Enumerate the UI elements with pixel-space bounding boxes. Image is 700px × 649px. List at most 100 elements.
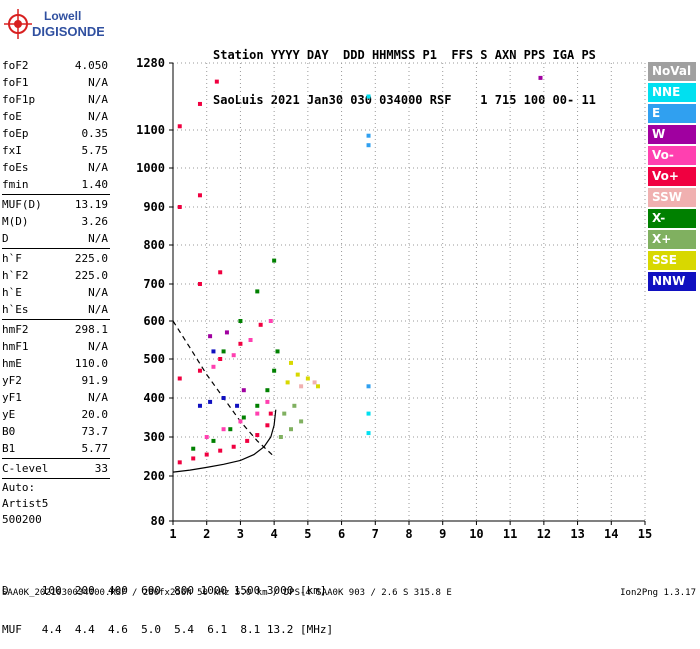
autoscaling-info: 500200 xyxy=(2,513,42,526)
y-tick-label: 1000 xyxy=(136,161,165,175)
echo-point xyxy=(268,319,273,323)
echo-point xyxy=(248,338,253,342)
echo-point xyxy=(177,205,182,209)
echo-point xyxy=(241,388,246,393)
y-tick-label: 1100 xyxy=(136,123,165,137)
electron-density-profile-line xyxy=(172,409,277,473)
echo-point xyxy=(177,124,182,129)
param-row: foEp 0.35 xyxy=(2,125,110,142)
echo-point xyxy=(312,380,317,385)
param-value: N/A xyxy=(88,110,108,123)
y-tick-label: 1280 xyxy=(136,56,165,70)
echo-point xyxy=(255,433,260,438)
param-name: h`E xyxy=(2,286,22,299)
param-name: hmE xyxy=(2,357,22,370)
echo-point xyxy=(218,357,223,361)
echo-point xyxy=(292,403,297,408)
echo-point xyxy=(177,460,182,465)
lowell-digisonde-logo: Lowell DIGISONDE xyxy=(4,9,104,39)
param-row: foEs N/A xyxy=(2,159,110,176)
x-tick-label: 8 xyxy=(405,527,412,541)
y-tick-label: 200 xyxy=(143,469,165,483)
echo-point xyxy=(245,438,250,443)
echo-point xyxy=(191,446,196,451)
echo-point xyxy=(197,368,202,373)
echo-point xyxy=(268,411,273,416)
param-value: 73.7 xyxy=(81,425,109,438)
echo-point xyxy=(221,427,226,432)
echo-point xyxy=(315,384,320,389)
echo-point xyxy=(289,427,293,432)
distance-row: D 100 200 400 600 800 1000 1500 3000 [km… xyxy=(2,584,327,597)
legend-item: X- xyxy=(648,209,696,228)
echo-point xyxy=(299,419,304,424)
param-row: fxI 5.75 xyxy=(2,142,110,159)
param-value: 3.26 xyxy=(81,215,109,228)
param-name: hmF2 xyxy=(2,323,29,336)
param-row: B0 73.7 xyxy=(2,423,110,440)
param-name: C-level xyxy=(2,462,49,475)
param-name: yF2 xyxy=(2,374,22,387)
echo-point xyxy=(278,435,283,439)
param-name: fmin xyxy=(2,178,29,191)
param-name: foF1p xyxy=(2,93,36,106)
legend-item: Vo+ xyxy=(648,167,696,186)
echo-point xyxy=(238,341,243,346)
echo-point xyxy=(197,403,202,408)
param-row: h`E N/A xyxy=(2,284,110,301)
param-name: fxI xyxy=(2,144,22,157)
x-tick-label: 15 xyxy=(638,527,652,541)
param-separator xyxy=(2,319,110,320)
echo-point xyxy=(221,396,226,400)
version-label: Ion2Png 1.3.17 xyxy=(620,588,696,598)
echo-point xyxy=(208,334,213,339)
echo-point xyxy=(204,452,209,457)
param-row: h`F 225.0 xyxy=(2,250,110,267)
param-value: N/A xyxy=(88,303,108,316)
echo-point xyxy=(272,368,277,373)
echo-point xyxy=(224,330,229,335)
echo-point xyxy=(295,372,300,377)
echo-point xyxy=(275,349,280,354)
param-row: C-level 33 xyxy=(2,460,110,477)
param-value: N/A xyxy=(88,340,108,353)
legend-item: X+ xyxy=(648,230,696,249)
param-row: hmF2 298.1 xyxy=(2,321,110,338)
legend-item: E xyxy=(648,104,696,123)
param-row: h`Es N/A xyxy=(2,301,110,318)
legend-item: SSE xyxy=(648,251,696,270)
param-name: h`Es xyxy=(2,303,29,316)
param-row: D N/A xyxy=(2,230,110,247)
legend-item: NNE xyxy=(648,83,696,102)
param-value: 225.0 xyxy=(74,252,108,265)
param-row: foE N/A xyxy=(2,108,110,125)
echo-point xyxy=(235,403,240,408)
param-separator xyxy=(2,248,110,249)
param-value: N/A xyxy=(88,161,108,174)
muf-table: D 100 200 400 600 800 1000 1500 3000 [km… xyxy=(2,558,333,649)
param-value: N/A xyxy=(88,232,108,245)
echo-point xyxy=(211,438,216,443)
logo-line2: DIGISONDE xyxy=(32,24,104,39)
param-row: h`F2 225.0 xyxy=(2,267,110,284)
echo-point xyxy=(366,411,371,416)
x-tick-label: 2 xyxy=(203,527,210,541)
param-value: 13.19 xyxy=(74,198,108,211)
param-name: h`F xyxy=(2,252,22,265)
echo-point xyxy=(366,431,371,436)
y-tick-label: 400 xyxy=(143,391,165,405)
param-row: foF2 4.050 xyxy=(2,57,110,74)
param-name: M(D) xyxy=(2,215,29,228)
y-tick-label: 800 xyxy=(143,238,165,252)
y-tick-label: 600 xyxy=(143,314,165,328)
file-info-footer: SAA0K_2021030034000.RSF / 280fx256h 50 k… xyxy=(2,588,452,598)
legend-item: NoVal xyxy=(648,62,696,81)
echo-point xyxy=(218,448,223,453)
param-value: 110.0 xyxy=(74,357,108,370)
x-tick-label: 13 xyxy=(570,527,584,541)
autoscaling-info: Auto: xyxy=(2,481,36,494)
param-row: hmF1 N/A xyxy=(2,338,110,355)
echo-point xyxy=(231,353,236,358)
echo-point xyxy=(211,349,216,354)
legend-item: Vo- xyxy=(648,146,696,165)
